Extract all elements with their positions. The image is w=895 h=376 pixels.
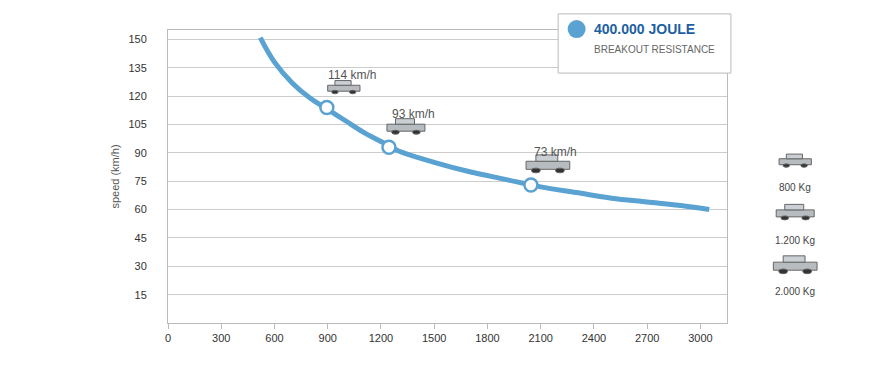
svg-text:600: 600 [265, 332, 283, 344]
svg-text:45: 45 [135, 232, 147, 244]
svg-text:1.200 Kg: 1.200 Kg [775, 235, 815, 246]
svg-text:30: 30 [135, 260, 147, 272]
svg-text:60: 60 [135, 203, 147, 215]
svg-text:400.000 JOULE: 400.000 JOULE [594, 21, 695, 37]
svg-text:2400: 2400 [582, 332, 606, 344]
svg-text:2700: 2700 [635, 332, 659, 344]
svg-text:BREAKOUT RESISTANCE: BREAKOUT RESISTANCE [594, 44, 715, 55]
svg-text:300: 300 [212, 332, 230, 344]
svg-text:800 Kg: 800 Kg [779, 182, 811, 193]
svg-text:135: 135 [128, 62, 146, 74]
svg-text:75: 75 [135, 175, 147, 187]
svg-text:1500: 1500 [422, 332, 446, 344]
svg-text:1800: 1800 [475, 332, 499, 344]
svg-text:2100: 2100 [528, 332, 552, 344]
svg-text:0: 0 [165, 332, 171, 344]
svg-text:114 km/h: 114 km/h [328, 68, 376, 82]
svg-text:150: 150 [128, 33, 146, 45]
svg-text:3000: 3000 [688, 332, 712, 344]
svg-text:15: 15 [135, 289, 147, 301]
svg-text:900: 900 [319, 332, 337, 344]
svg-text:120: 120 [128, 90, 146, 102]
svg-text:1200: 1200 [369, 332, 393, 344]
svg-text:speed (km/h): speed (km/h) [109, 144, 121, 208]
svg-text:2.000 Kg: 2.000 Kg [775, 286, 815, 297]
svg-text:73 km/h: 73 km/h [534, 145, 577, 159]
svg-text:90: 90 [135, 147, 147, 159]
svg-text:93 km/h: 93 km/h [392, 107, 435, 121]
svg-text:105: 105 [128, 118, 146, 130]
